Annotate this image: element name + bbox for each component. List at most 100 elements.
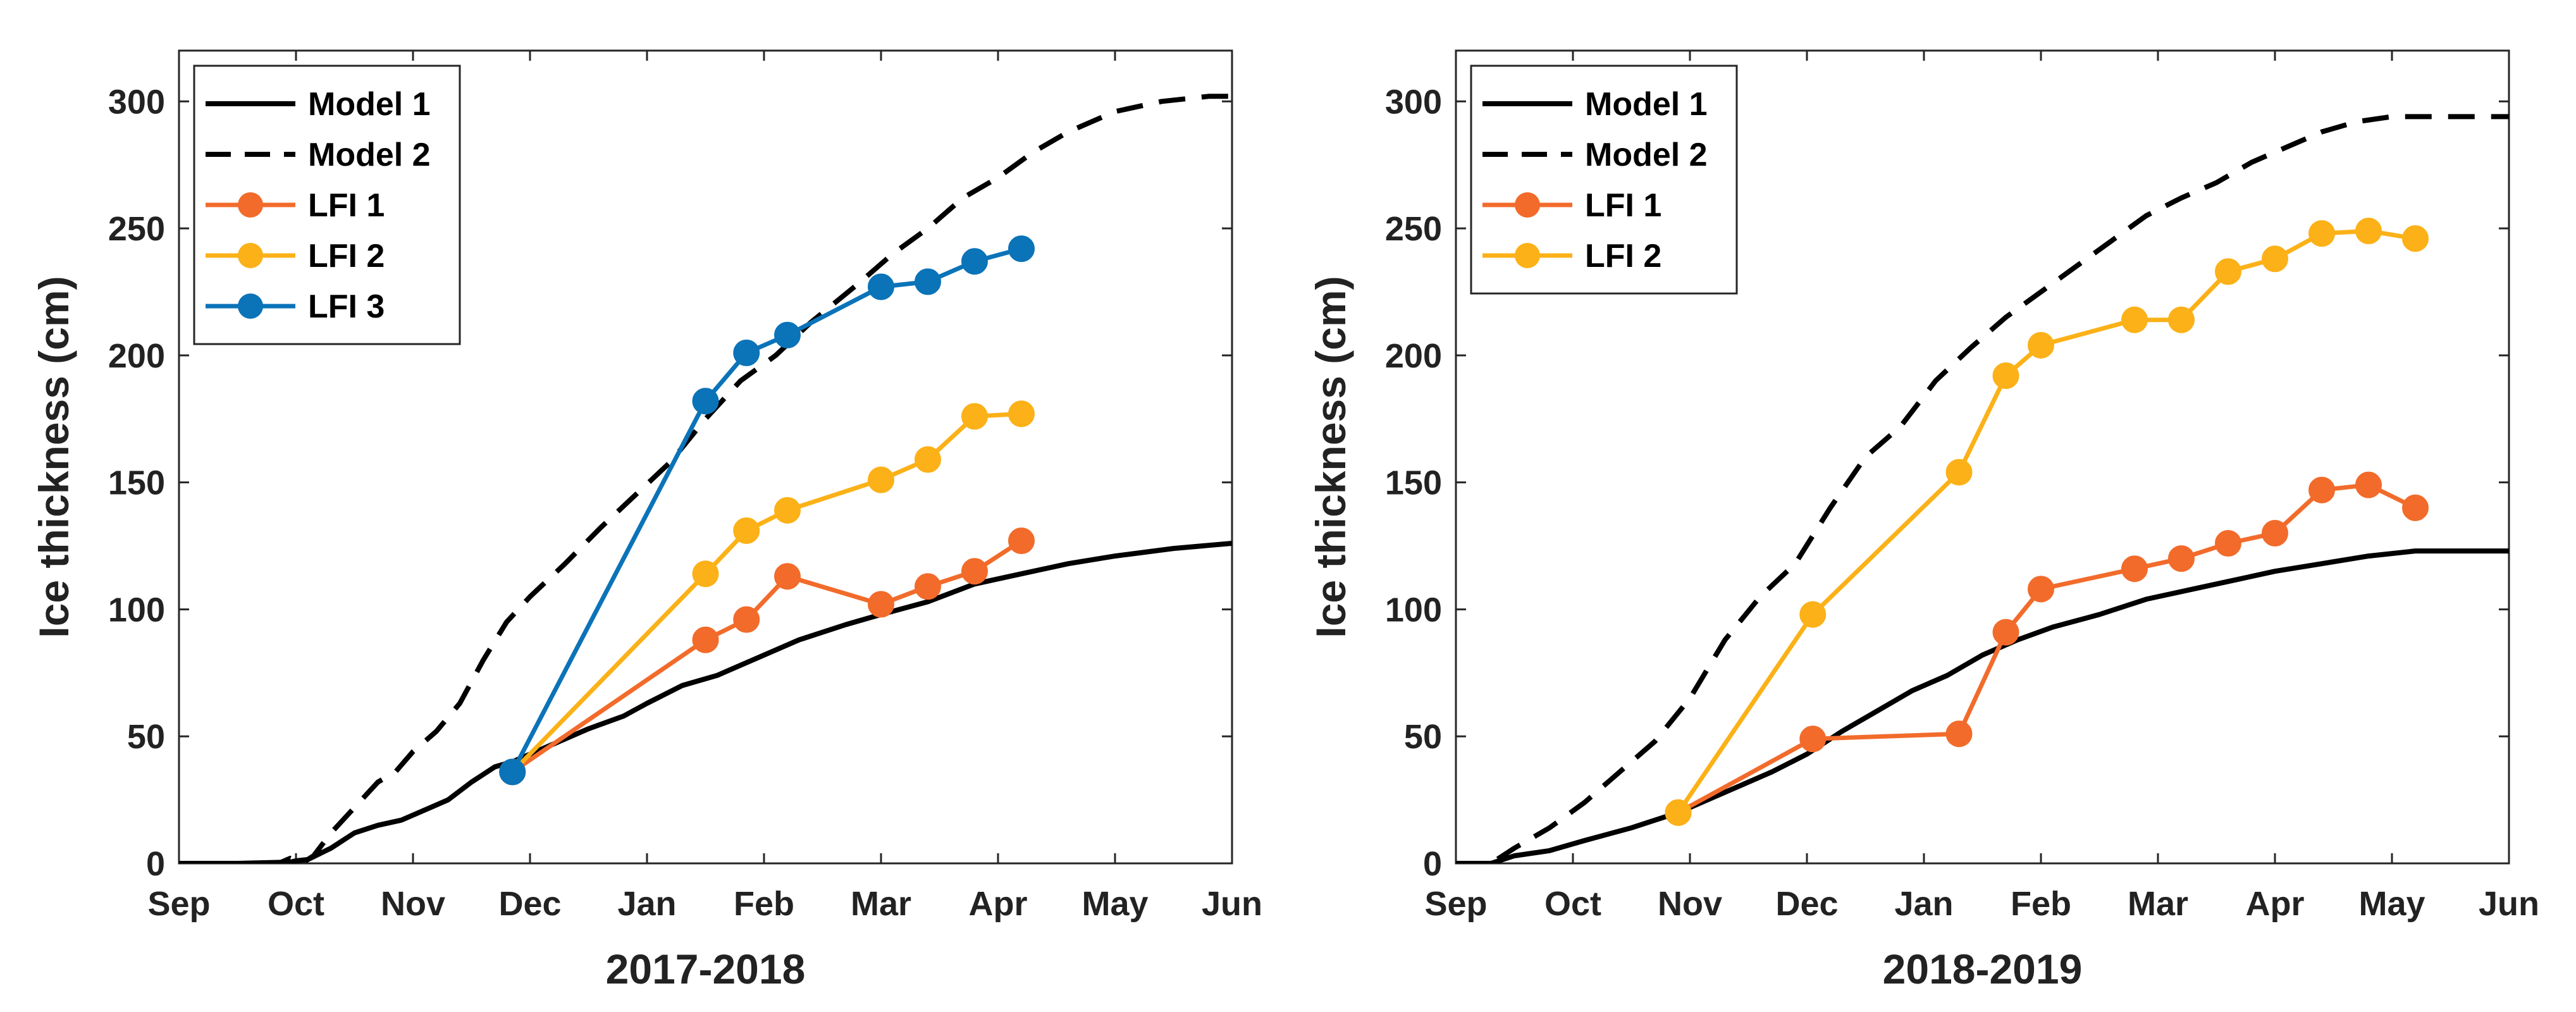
chart-1-xtick-label-apr: Apr [969, 885, 1028, 923]
chart-1-ytick-label-250: 250 [108, 210, 165, 248]
chart-1-xtick-label-jun: Jun [1202, 885, 1262, 923]
chart-1-point-lfi-1-3 [774, 563, 801, 590]
chart-2-point-lfi-2-7 [2215, 258, 2241, 285]
chart-2-point-lfi-1-10 [2355, 471, 2382, 498]
chart-2-series-line-model-1 [1456, 548, 2509, 863]
chart-1-point-lfi-1-1 [692, 626, 719, 653]
chart-2-point-lfi-1-7 [2215, 530, 2241, 557]
chart-1-point-lfi-2-6 [961, 403, 988, 430]
chart-1-xtick-label-oct: Oct [268, 885, 324, 923]
chart-1-ytick-label-150: 150 [108, 464, 165, 502]
chart-2-legend-label-lfi-2: LFI 2 [1585, 238, 1661, 275]
chart-2-point-lfi-2-1 [1799, 601, 1827, 628]
chart-2-point-lfi-2-2 [1945, 459, 1973, 486]
chart-1-ytick-label-200: 200 [108, 337, 165, 375]
chart-1-xtick-label-dec: Dec [498, 885, 561, 923]
chart-1-point-lfi-2-4 [868, 466, 894, 493]
chart-2-legend-label-model-1: Model 1 [1585, 86, 1708, 123]
chart-1-xtick-label-sep: Sep [147, 885, 210, 923]
chart-1-point-lfi-2-5 [915, 446, 941, 473]
chart-2-point-lfi-1-11 [2402, 494, 2429, 521]
chart-2-legend-marker-lfi-2 [1515, 243, 1540, 268]
chart-1-series-line-model-2 [179, 94, 1232, 863]
chart-1-xtick-label-nov: Nov [381, 885, 445, 923]
chart-1-point-lfi-2-3 [774, 497, 801, 524]
chart-1-point-lfi-3-2 [733, 339, 760, 366]
chart-1-xtick-label-jan: Jan [617, 885, 676, 923]
chart-1-y-axis-label: Ice thickness (cm) [30, 276, 77, 638]
chart-2-xtick-label-apr: Apr [2246, 885, 2305, 923]
chart-2-legend-label-model-2: Model 2 [1585, 137, 1708, 173]
chart-1-xtick-label-feb: Feb [734, 885, 794, 923]
chart-1-legend-marker-lfi-3 [238, 293, 263, 319]
chart-2-ytick-label-300: 300 [1385, 83, 1442, 121]
chart-2-xtick-label-mar: Mar [2128, 885, 2188, 923]
chart-2-ytick-label-150: 150 [1385, 464, 1442, 502]
chart-1-point-lfi-1-2 [733, 606, 760, 633]
chart-2-point-lfi-1-5 [2121, 555, 2148, 583]
chart-2-point-lfi-2-9 [2308, 220, 2335, 247]
chart-1-legend-label-model-1: Model 1 [308, 86, 431, 123]
chart-2-legend-label-lfi-1: LFI 1 [1585, 187, 1661, 224]
chart-1-point-lfi-2-1 [692, 560, 719, 588]
chart-1-legend-marker-lfi-2 [238, 243, 263, 268]
chart-2-point-lfi-1-4 [2028, 576, 2054, 603]
chart-2-ytick-label-250: 250 [1385, 210, 1442, 248]
chart-1-legend-marker-lfi-1 [238, 192, 263, 218]
chart-1-ytick-label-300: 300 [108, 83, 165, 121]
chart-2-xtick-label-nov: Nov [1658, 885, 1722, 923]
chart-1-point-lfi-3-5 [915, 268, 941, 295]
chart-2-point-lfi-2-3 [1992, 362, 2019, 389]
chart-1: 0 50 100 150 200 250 300 Sep Oct Nov Dec Jan Feb Mar A… [30, 49, 1262, 992]
chart-1-xtick-label-may: May [1082, 885, 1148, 923]
chart-1-point-lfi-1-5 [915, 573, 941, 600]
chart-2-point-lfi-2-10 [2355, 218, 2382, 245]
chart-2-xtick-label-jun: Jun [2479, 885, 2539, 923]
chart-1-point-lfi-1-6 [961, 558, 988, 585]
chart-2-ytick-label-50: 50 [1404, 718, 1442, 756]
chart-1-ytick-label-50: 50 [127, 718, 165, 756]
chart-2-ytick-label-200: 200 [1385, 337, 1442, 375]
chart-2-point-lfi-1-6 [2168, 545, 2195, 572]
chart-2-point-lfi-2-0 [1665, 799, 1692, 826]
chart-1-point-lfi-3-7 [1008, 235, 1035, 262]
chart-1-point-lfi-3-3 [774, 321, 801, 349]
chart-1-legend-label-lfi-2: LFI 2 [308, 238, 385, 275]
chart-1-point-lfi-3-1 [692, 388, 719, 415]
chart-2-point-lfi-1-1 [1799, 725, 1827, 753]
chart-1-legend-label-lfi-1: LFI 1 [308, 187, 385, 224]
chart-2-ytick-label-100: 100 [1385, 591, 1442, 629]
chart-2-x-axis-label: 2018-2019 [1883, 946, 2083, 992]
chart-2-point-lfi-2-6 [2168, 306, 2195, 333]
chart-1-point-lfi-2-7 [1008, 400, 1035, 428]
chart-1-point-lfi-3-0 [499, 758, 526, 786]
chart-2-xtick-label-jan: Jan [1894, 885, 1953, 923]
chart-2-series-line-model-2 [1456, 114, 2509, 863]
chart-1-point-lfi-1-7 [1008, 528, 1035, 555]
chart-2-legend-marker-lfi-1 [1515, 192, 1540, 218]
chart-1-x-axis-label: 2017-2018 [606, 946, 806, 992]
chart-2-point-lfi-2-4 [2028, 331, 2054, 359]
chart-2-xtick-label-feb: Feb [2011, 885, 2071, 923]
chart-1-xtick-label-mar: Mar [851, 885, 911, 923]
chart-1-point-lfi-3-4 [868, 273, 894, 300]
chart-2-xtick-label-oct: Oct [1544, 885, 1601, 923]
chart-2-point-lfi-1-9 [2308, 476, 2335, 503]
chart-2-point-lfi-1-2 [1945, 720, 1973, 748]
chart-1-point-lfi-1-4 [868, 591, 894, 618]
chart-1-ytick-label-100: 100 [108, 591, 165, 629]
chart-1-point-lfi-2-2 [733, 517, 760, 544]
chart-2-point-lfi-1-8 [2262, 519, 2288, 546]
chart-2-point-lfi-2-8 [2262, 245, 2288, 273]
chart-1-point-lfi-3-6 [961, 248, 988, 275]
chart-2-y-axis-label: Ice thickness (cm) [1307, 276, 1354, 638]
chart-2-point-lfi-2-11 [2402, 225, 2429, 252]
chart-2-point-lfi-2-5 [2121, 306, 2148, 333]
chart-2-xtick-label-sep: Sep [1424, 885, 1487, 923]
chart-1-legend-label-lfi-3: LFI 3 [308, 288, 385, 325]
chart-2-ytick-label-0: 0 [1423, 845, 1442, 883]
chart-1-legend-label-model-2: Model 2 [308, 137, 431, 173]
chart-2: 0 50 100 150 200 250 300 Sep Oct Nov Dec Jan Feb Mar A… [1307, 49, 2539, 992]
chart-2-xtick-label-may: May [2358, 885, 2425, 923]
